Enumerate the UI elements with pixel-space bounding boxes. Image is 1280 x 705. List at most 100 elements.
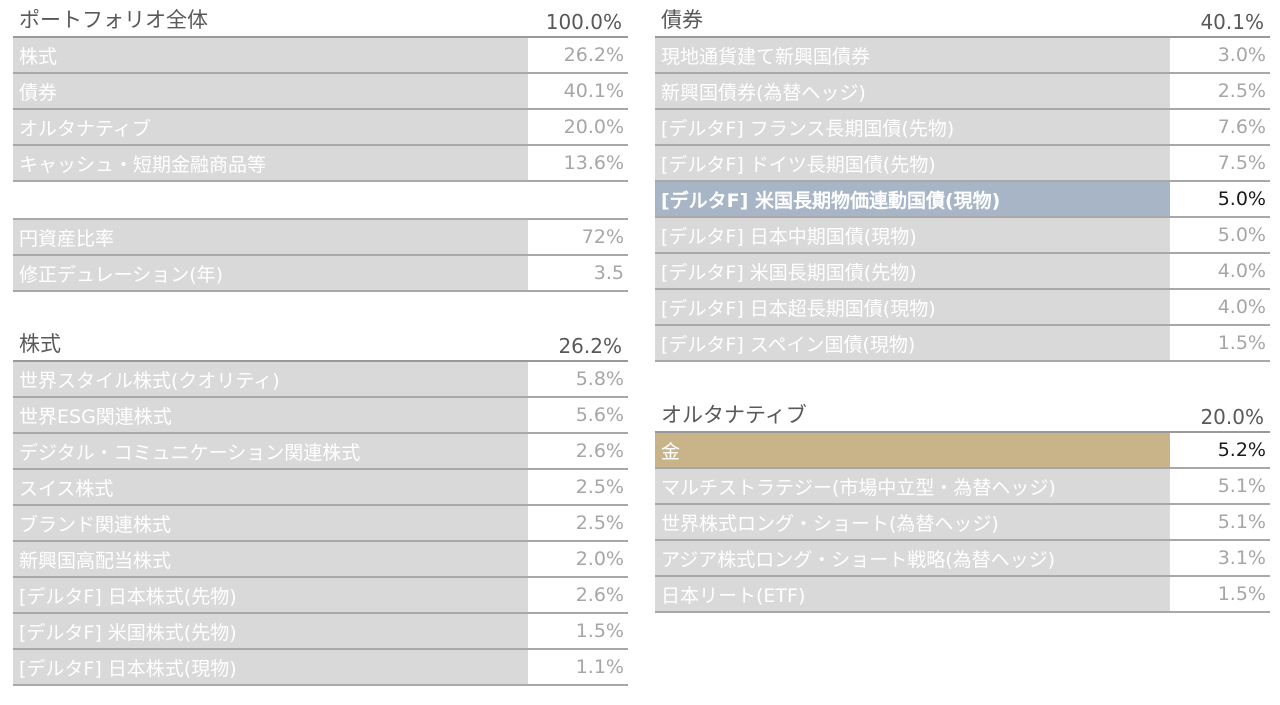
- row-value: 5.0%: [1170, 182, 1270, 216]
- row-label: [デルタF] ドイツ長期国債(先物): [655, 146, 1170, 180]
- row-value: 2.5%: [528, 470, 628, 504]
- portfolio-total: 100.0%: [545, 10, 622, 34]
- row-value: 1.5%: [528, 614, 628, 648]
- bonds-header: 債券 40.1%: [655, 2, 1270, 38]
- row-value: 2.5%: [528, 506, 628, 540]
- row-value: 5.2%: [1170, 433, 1270, 467]
- table-row: [デルタF] 日本超長期国債(現物) 4.0%: [655, 290, 1270, 326]
- portfolio-header: ポートフォリオ全体 100.0%: [13, 2, 628, 38]
- row-label: キャッシュ・短期金融商品等: [13, 146, 528, 180]
- equity-header: 株式 26.2%: [13, 326, 628, 362]
- table-row: [デルタF] 米国長期国債(先物) 4.0%: [655, 254, 1270, 290]
- table-row: 世界株式ロング・ショート(為替ヘッジ) 5.1%: [655, 505, 1270, 541]
- alternatives-header: オルタナティブ 20.0%: [655, 397, 1270, 433]
- row-label: 世界ESG関連株式: [13, 398, 528, 432]
- row-label: [デルタF] 日本中期国債(現物): [655, 218, 1170, 252]
- table-row: [デルタF] 日本株式(現物) 1.1%: [13, 650, 628, 686]
- equity-title: 株式: [19, 332, 61, 356]
- row-label: 世界スタイル株式(クオリティ): [13, 362, 528, 396]
- equity-total: 26.2%: [558, 334, 622, 358]
- table-row: 世界スタイル株式(クオリティ) 5.8%: [13, 362, 628, 398]
- table-row: オルタナティブ 20.0%: [13, 110, 628, 146]
- table-row: 現地通貨建て新興国債券 3.0%: [655, 38, 1270, 74]
- table-row: [デルタF] 米国株式(先物) 1.5%: [13, 614, 628, 650]
- table-row: [デルタF] 日本株式(先物) 2.6%: [13, 578, 628, 614]
- row-value: 4.0%: [1170, 254, 1270, 288]
- table-row: 債券 40.1%: [13, 74, 628, 110]
- row-value: 4.0%: [1170, 290, 1270, 324]
- table-row: マルチストラテジー(市場中立型・為替ヘッジ) 5.1%: [655, 469, 1270, 505]
- row-label: アジア株式ロング・ショート戦略(為替ヘッジ): [655, 541, 1170, 575]
- row-label: スイス株式: [13, 470, 528, 504]
- metrics-table: 円資産比率 72% 修正デュレーション(年) 3.5: [13, 218, 628, 292]
- row-value: 7.6%: [1170, 110, 1270, 144]
- row-value: 2.5%: [1170, 74, 1270, 108]
- table-row: 新興国債券(為替ヘッジ) 2.5%: [655, 74, 1270, 110]
- row-label: [デルタF] 米国長期国債(先物): [655, 254, 1170, 288]
- bonds-total: 40.1%: [1200, 10, 1264, 34]
- table-row: [デルタF] ドイツ長期国債(先物) 7.5%: [655, 146, 1270, 182]
- row-label: [デルタF] フランス長期国債(先物): [655, 110, 1170, 144]
- row-label: [デルタF] 米国長期物価連動国債(現物): [655, 182, 1170, 216]
- row-label: [デルタF] 日本株式(現物): [13, 650, 528, 684]
- row-label: デジタル・コミュニケーション関連株式: [13, 434, 528, 468]
- row-label: 新興国高配当株式: [13, 542, 528, 576]
- row-value: 3.1%: [1170, 541, 1270, 575]
- table-row: 日本リート(ETF) 1.5%: [655, 577, 1270, 613]
- row-value: 5.1%: [1170, 505, 1270, 539]
- bonds-table: 債券 40.1% 現地通貨建て新興国債券 3.0% 新興国債券(為替ヘッジ) 2.5…: [655, 2, 1270, 362]
- row-value: 13.6%: [528, 146, 628, 180]
- row-value: 5.8%: [528, 362, 628, 396]
- row-value: 1.1%: [528, 650, 628, 684]
- row-label: ブランド関連株式: [13, 506, 528, 540]
- table-row: ブランド関連株式 2.5%: [13, 506, 628, 542]
- row-label: 金: [655, 433, 1170, 467]
- highlighted-row: 金 5.2%: [655, 433, 1270, 469]
- row-value: 3.0%: [1170, 38, 1270, 72]
- portfolio-table: ポートフォリオ全体 100.0% 株式 26.2% 債券 40.1% オルタナティブ…: [13, 2, 628, 182]
- table-row: [デルタF] スペイン国債(現物) 1.5%: [655, 326, 1270, 362]
- alternatives-title: オルタナティブ: [661, 403, 807, 427]
- equity-table: 株式 26.2% 世界スタイル株式(クオリティ) 5.8% 世界ESG関連株式 5.…: [13, 326, 628, 686]
- row-value: 5.0%: [1170, 218, 1270, 252]
- table-row: [デルタF] 日本中期国債(現物) 5.0%: [655, 218, 1270, 254]
- row-value: 40.1%: [528, 74, 628, 108]
- row-label: 新興国債券(為替ヘッジ): [655, 74, 1170, 108]
- row-value: 2.0%: [528, 542, 628, 576]
- row-label: 株式: [13, 38, 528, 72]
- row-label: 現地通貨建て新興国債券: [655, 38, 1170, 72]
- row-label: [デルタF] 米国株式(先物): [13, 614, 528, 648]
- portfolio-title: ポートフォリオ全体: [19, 8, 208, 32]
- table-row: 世界ESG関連株式 5.6%: [13, 398, 628, 434]
- table-row: キャッシュ・短期金融商品等 13.6%: [13, 146, 628, 182]
- bonds-title: 債券: [661, 8, 703, 32]
- table-row: [デルタF] フランス長期国債(先物) 7.6%: [655, 110, 1270, 146]
- row-value: 20.0%: [528, 110, 628, 144]
- row-label: 日本リート(ETF): [655, 577, 1170, 611]
- row-value: 2.6%: [528, 578, 628, 612]
- row-value: 72%: [528, 220, 628, 254]
- row-label: オルタナティブ: [13, 110, 528, 144]
- alternatives-total: 20.0%: [1200, 405, 1264, 429]
- table-row: スイス株式 2.5%: [13, 470, 628, 506]
- row-label: マルチストラテジー(市場中立型・為替ヘッジ): [655, 469, 1170, 503]
- row-value: 5.6%: [528, 398, 628, 432]
- row-label: [デルタF] 日本超長期国債(現物): [655, 290, 1170, 324]
- table-row: アジア株式ロング・ショート戦略(為替ヘッジ) 3.1%: [655, 541, 1270, 577]
- row-value: 26.2%: [528, 38, 628, 72]
- alternatives-table: オルタナティブ 20.0% 金 5.2% マルチストラテジー(市場中立型・為替ヘッ…: [655, 397, 1270, 613]
- table-row: 修正デュレーション(年) 3.5: [13, 256, 628, 292]
- row-label: 世界株式ロング・ショート(為替ヘッジ): [655, 505, 1170, 539]
- table-row: 株式 26.2%: [13, 38, 628, 74]
- row-label: 修正デュレーション(年): [13, 256, 528, 290]
- row-value: 1.5%: [1170, 577, 1270, 611]
- row-value: 7.5%: [1170, 146, 1270, 180]
- row-value: 1.5%: [1170, 326, 1270, 360]
- row-label: [デルタF] スペイン国債(現物): [655, 326, 1170, 360]
- row-label: 債券: [13, 74, 528, 108]
- row-label: [デルタF] 日本株式(先物): [13, 578, 528, 612]
- row-label: 円資産比率: [13, 220, 528, 254]
- row-value: 5.1%: [1170, 469, 1270, 503]
- row-value: 2.6%: [528, 434, 628, 468]
- table-row: 円資産比率 72%: [13, 220, 628, 256]
